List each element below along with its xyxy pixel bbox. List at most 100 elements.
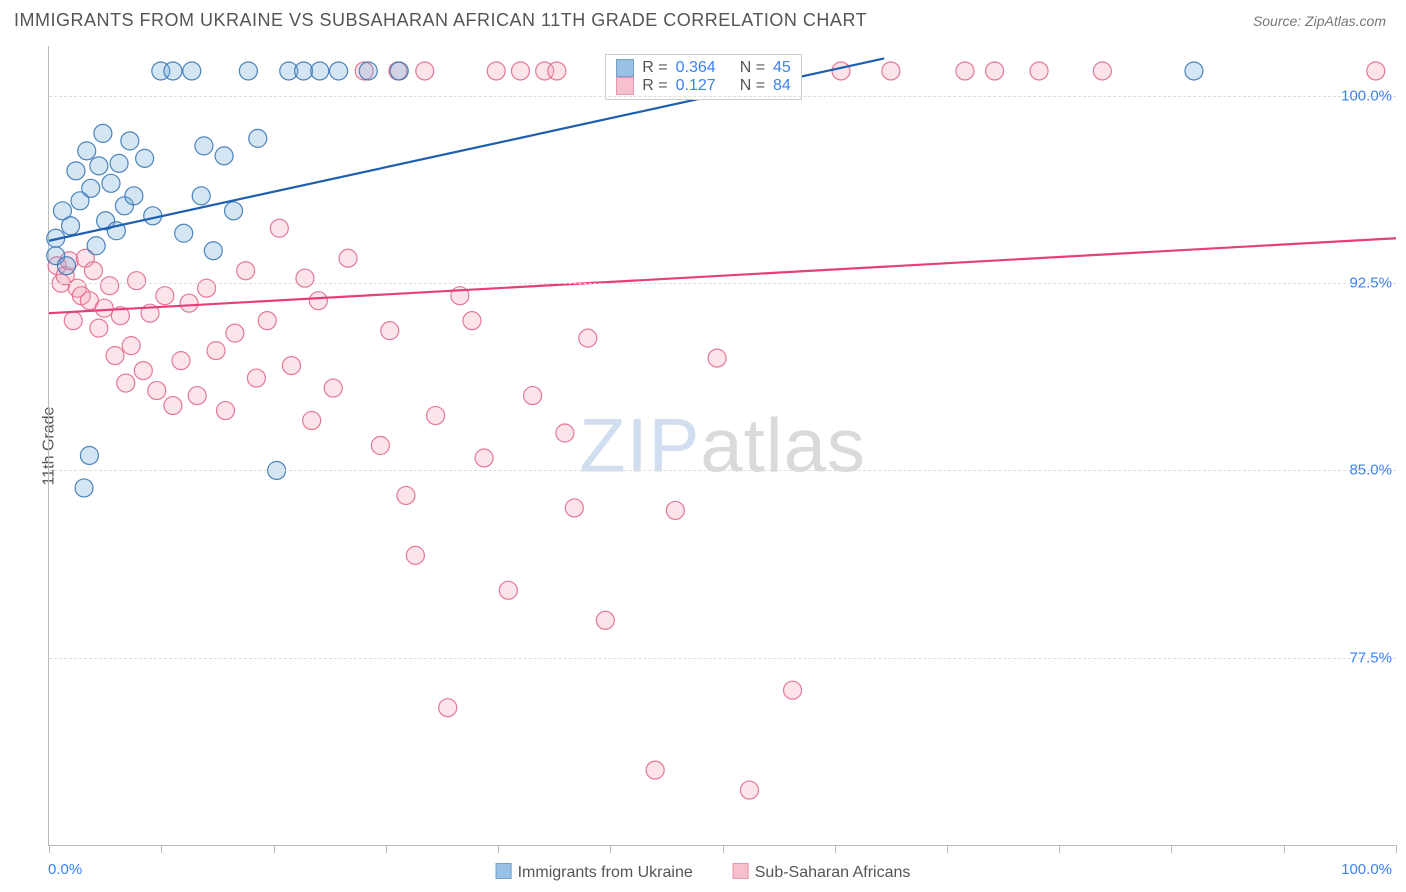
scatter-svg bbox=[49, 46, 1396, 845]
scatter-point-ukraine bbox=[311, 62, 329, 80]
scatter-point-ukraine bbox=[215, 147, 233, 165]
scatter-point-subsaharan bbox=[556, 424, 574, 442]
scatter-point-subsaharan bbox=[579, 329, 597, 347]
legend-swatch-subsaharan bbox=[733, 863, 749, 879]
y-tick-label: 77.5% bbox=[1349, 649, 1392, 666]
scatter-point-ukraine bbox=[195, 137, 213, 155]
scatter-point-subsaharan bbox=[164, 397, 182, 415]
scatter-point-subsaharan bbox=[565, 499, 583, 517]
scatter-point-subsaharan bbox=[296, 269, 314, 287]
y-tick-label: 92.5% bbox=[1349, 275, 1392, 292]
scatter-point-subsaharan bbox=[303, 412, 321, 430]
scatter-point-subsaharan bbox=[324, 379, 342, 397]
scatter-point-subsaharan bbox=[986, 62, 1004, 80]
scatter-point-subsaharan bbox=[106, 347, 124, 365]
scatter-point-subsaharan bbox=[270, 219, 288, 237]
scatter-point-subsaharan bbox=[84, 262, 102, 280]
scatter-point-ukraine bbox=[82, 179, 100, 197]
scatter-point-subsaharan bbox=[247, 369, 265, 387]
swatch-subsaharan bbox=[616, 77, 634, 95]
scatter-point-subsaharan bbox=[64, 312, 82, 330]
series-legend: Immigrants from Ukraine Sub-Saharan Afric… bbox=[496, 863, 911, 882]
chart-title: IMMIGRANTS FROM UKRAINE VS SUBSAHARAN AF… bbox=[14, 10, 867, 31]
x-tick bbox=[1284, 845, 1285, 853]
scatter-point-subsaharan bbox=[128, 272, 146, 290]
scatter-point-ukraine bbox=[225, 202, 243, 220]
stats-row-ukraine: R = 0.364N = 45 bbox=[616, 59, 791, 77]
scatter-point-subsaharan bbox=[1030, 62, 1048, 80]
y-tick-label: 100.0% bbox=[1341, 87, 1392, 104]
x-tick bbox=[1396, 845, 1397, 853]
scatter-point-subsaharan bbox=[282, 357, 300, 375]
scatter-point-subsaharan bbox=[1367, 62, 1385, 80]
scatter-point-subsaharan bbox=[416, 62, 434, 80]
scatter-point-subsaharan bbox=[708, 349, 726, 367]
stats-row-subsaharan: R = 0.127N = 84 bbox=[616, 77, 791, 95]
scatter-point-subsaharan bbox=[198, 279, 216, 297]
scatter-point-subsaharan bbox=[427, 407, 445, 425]
scatter-point-ukraine bbox=[94, 124, 112, 142]
scatter-point-subsaharan bbox=[397, 486, 415, 504]
scatter-point-subsaharan bbox=[475, 449, 493, 467]
chart-area: ZIPatlas R = 0.364N = 45R = 0.127N = 84 bbox=[48, 46, 1396, 846]
stat-r-value: 0.364 bbox=[676, 59, 716, 77]
y-gridline bbox=[49, 96, 1396, 97]
y-gridline bbox=[49, 658, 1396, 659]
scatter-point-ukraine bbox=[164, 62, 182, 80]
scatter-point-subsaharan bbox=[226, 324, 244, 342]
scatter-point-ukraine bbox=[204, 242, 222, 260]
x-tick bbox=[610, 845, 611, 853]
stat-r-value: 0.127 bbox=[676, 77, 716, 95]
scatter-point-subsaharan bbox=[740, 781, 758, 799]
scatter-point-subsaharan bbox=[156, 287, 174, 305]
scatter-point-ukraine bbox=[330, 62, 348, 80]
x-tick bbox=[274, 845, 275, 853]
scatter-point-ukraine bbox=[67, 162, 85, 180]
stat-n-label: N = bbox=[740, 77, 765, 95]
legend-label-subsaharan: Sub-Saharan Africans bbox=[755, 864, 911, 881]
scatter-point-ukraine bbox=[125, 187, 143, 205]
scatter-point-subsaharan bbox=[122, 337, 140, 355]
scatter-point-ukraine bbox=[390, 62, 408, 80]
scatter-point-ukraine bbox=[192, 187, 210, 205]
scatter-point-ukraine bbox=[359, 62, 377, 80]
scatter-point-subsaharan bbox=[216, 402, 234, 420]
scatter-point-ukraine bbox=[110, 154, 128, 172]
scatter-point-ukraine bbox=[102, 174, 120, 192]
scatter-point-ukraine bbox=[239, 62, 257, 80]
scatter-point-ukraine bbox=[80, 446, 98, 464]
scatter-point-subsaharan bbox=[95, 299, 113, 317]
scatter-point-subsaharan bbox=[117, 374, 135, 392]
x-tick bbox=[835, 845, 836, 853]
scatter-point-ukraine bbox=[1185, 62, 1203, 80]
scatter-point-subsaharan bbox=[646, 761, 664, 779]
x-axis-min-label: 0.0% bbox=[48, 861, 82, 878]
scatter-point-subsaharan bbox=[548, 62, 566, 80]
scatter-point-ukraine bbox=[121, 132, 139, 150]
stat-n-value: 84 bbox=[773, 77, 791, 95]
scatter-point-subsaharan bbox=[101, 277, 119, 295]
scatter-point-subsaharan bbox=[666, 501, 684, 519]
legend-label-ukraine: Immigrants from Ukraine bbox=[518, 864, 693, 881]
x-tick bbox=[1059, 845, 1060, 853]
scatter-point-subsaharan bbox=[487, 62, 505, 80]
stat-r-label: R = bbox=[642, 59, 667, 77]
scatter-point-ukraine bbox=[62, 217, 80, 235]
y-gridline bbox=[49, 470, 1396, 471]
scatter-point-ukraine bbox=[295, 62, 313, 80]
scatter-point-subsaharan bbox=[499, 581, 517, 599]
scatter-point-subsaharan bbox=[832, 62, 850, 80]
scatter-point-subsaharan bbox=[237, 262, 255, 280]
scatter-point-subsaharan bbox=[596, 611, 614, 629]
scatter-point-ukraine bbox=[87, 237, 105, 255]
scatter-point-subsaharan bbox=[371, 437, 389, 455]
x-axis-max-label: 100.0% bbox=[1341, 861, 1392, 878]
scatter-point-subsaharan bbox=[207, 342, 225, 360]
scatter-point-ukraine bbox=[183, 62, 201, 80]
x-tick bbox=[498, 845, 499, 853]
plot-region: ZIPatlas R = 0.364N = 45R = 0.127N = 84 bbox=[48, 46, 1396, 846]
scatter-point-subsaharan bbox=[90, 319, 108, 337]
scatter-point-ukraine bbox=[58, 257, 76, 275]
scatter-point-subsaharan bbox=[339, 249, 357, 267]
stat-n-value: 45 bbox=[773, 59, 791, 77]
